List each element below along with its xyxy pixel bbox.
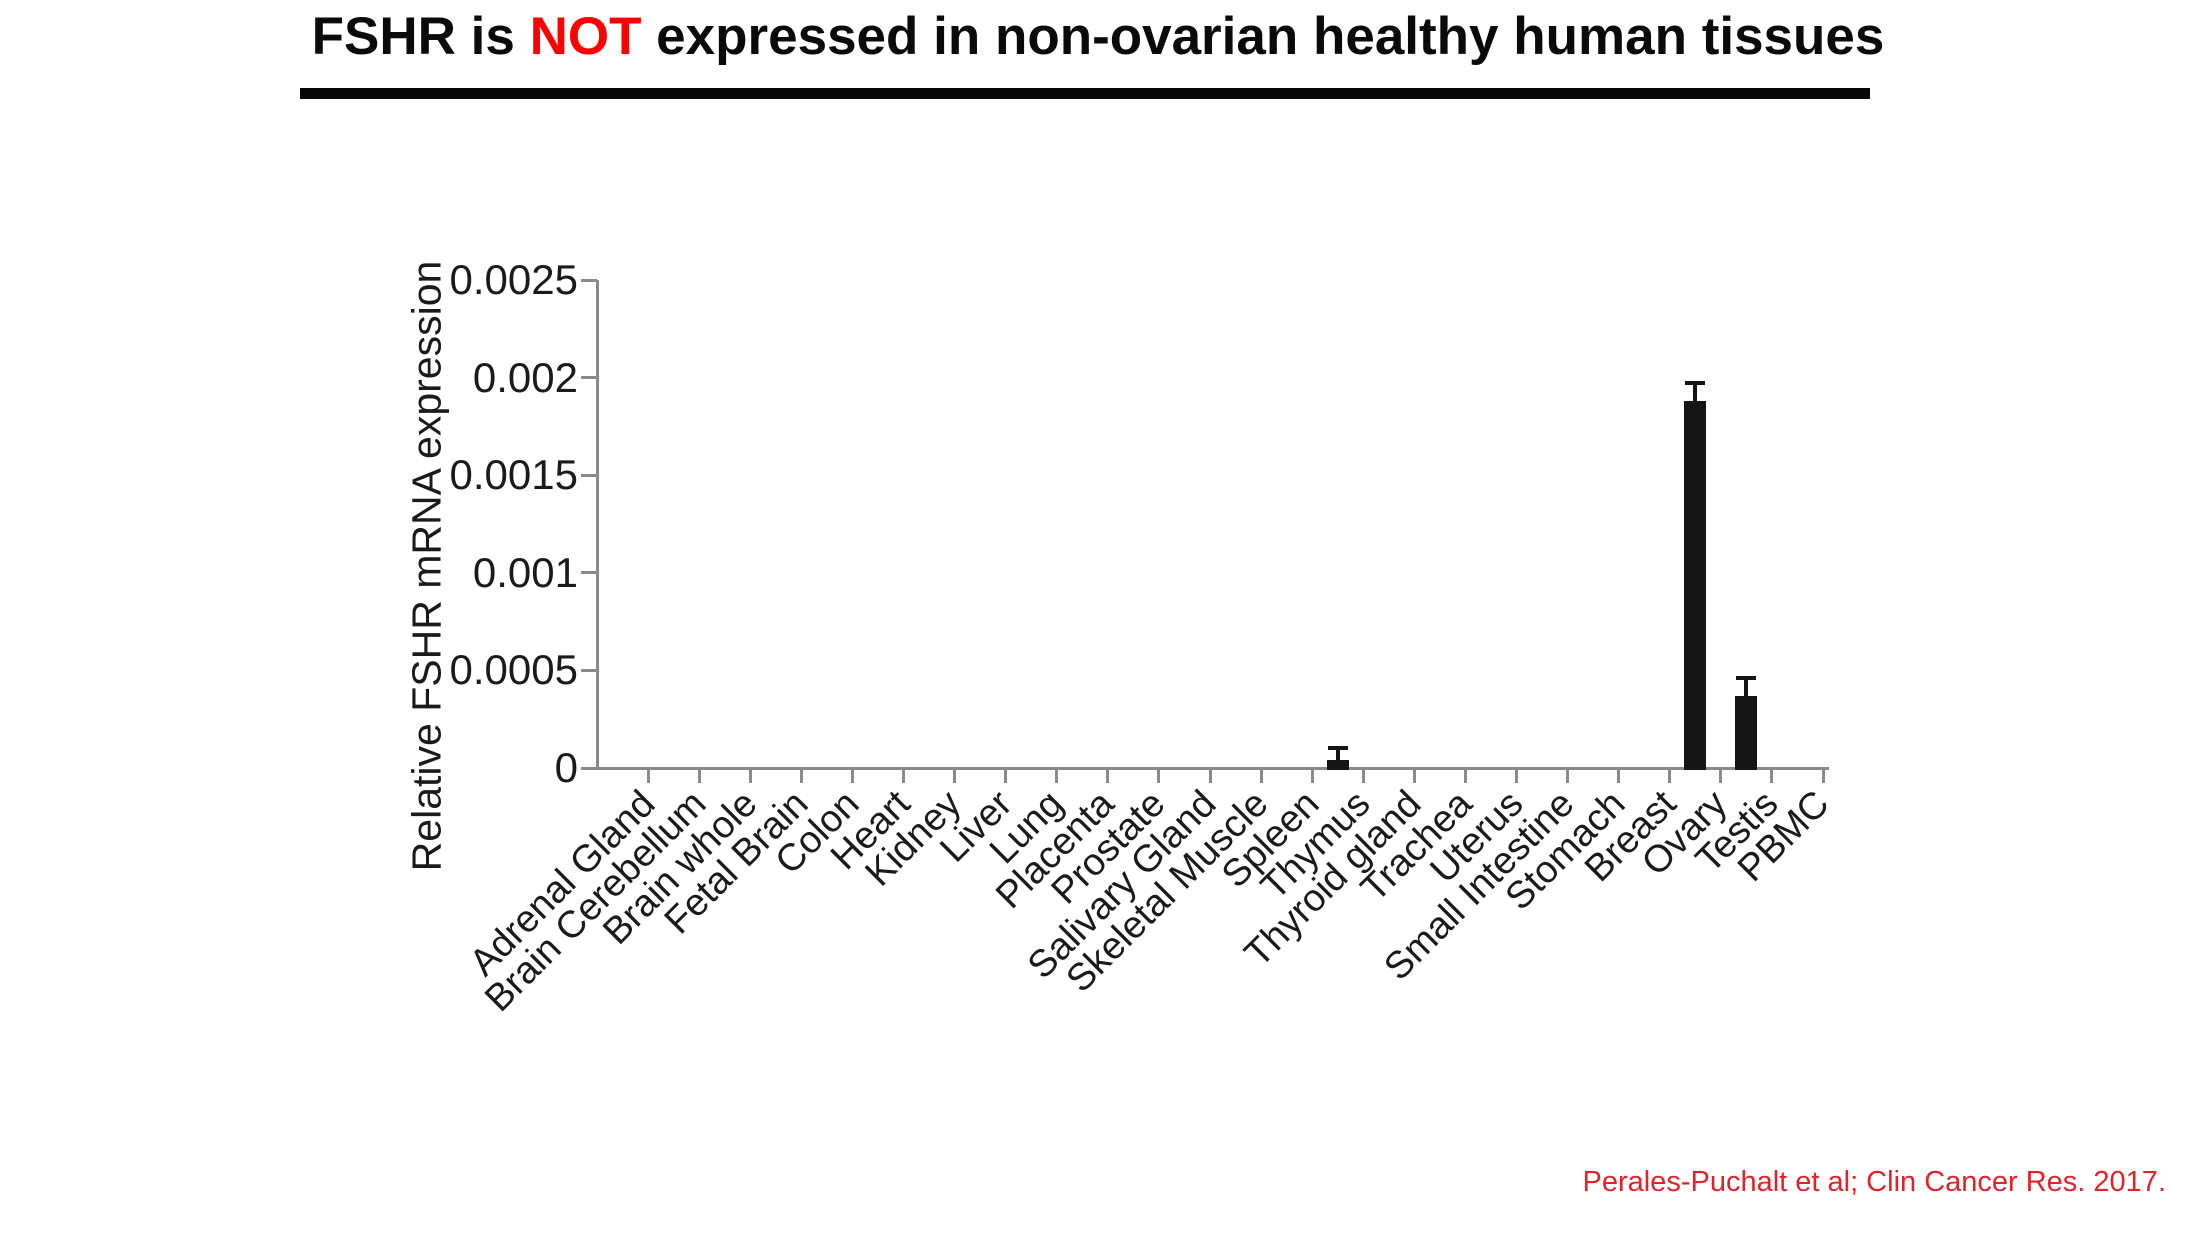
x-tick bbox=[799, 769, 803, 783]
y-tick-label: 0.0025 bbox=[449, 256, 578, 303]
title-text-highlight: NOT bbox=[529, 7, 642, 66]
y-tick-label: 0.0015 bbox=[449, 451, 578, 499]
error-cap-thymus bbox=[1327, 746, 1348, 751]
y-tick-label: 0.001 bbox=[472, 548, 578, 596]
x-tick bbox=[1157, 769, 1161, 783]
x-tick bbox=[1566, 769, 1570, 783]
error-whisker-testis bbox=[1744, 678, 1749, 696]
y-tick bbox=[581, 278, 597, 282]
y-tick bbox=[581, 668, 597, 672]
y-tick-label: 0 bbox=[554, 744, 578, 791]
x-tick bbox=[1412, 769, 1416, 783]
x-tick bbox=[902, 769, 905, 783]
x-tick bbox=[1617, 769, 1621, 783]
x-tick bbox=[1259, 769, 1263, 783]
y-tick-label: 0.002 bbox=[472, 353, 578, 401]
slide-title: FSHR is NOT expressed in non-ovarian hea… bbox=[0, 6, 2196, 67]
x-tick bbox=[748, 769, 752, 783]
x-tick bbox=[697, 769, 701, 783]
error-whisker-thymus bbox=[1335, 748, 1340, 761]
x-tick bbox=[1361, 769, 1365, 783]
x-tick bbox=[1668, 769, 1672, 783]
title-text-pre: FSHR is bbox=[311, 7, 530, 66]
error-cap-ovary bbox=[1685, 381, 1706, 386]
x-tick bbox=[1821, 769, 1825, 783]
bar-testis bbox=[1735, 695, 1758, 770]
y-tick bbox=[581, 376, 597, 380]
x-tick bbox=[1310, 769, 1314, 783]
title-text-post: expressed in non-ovarian healthy human t… bbox=[641, 7, 1885, 66]
x-tick bbox=[953, 769, 957, 783]
x-tick bbox=[1463, 769, 1467, 783]
y-axis-line bbox=[595, 280, 599, 770]
citation-text: Perales-Puchalt et al; Clin Cancer Res. … bbox=[1582, 1166, 2166, 1198]
bar-thymus bbox=[1326, 760, 1349, 770]
x-tick bbox=[1515, 769, 1518, 783]
y-tick bbox=[581, 473, 597, 477]
y-tick-label: 0.0005 bbox=[449, 646, 578, 694]
x-tick bbox=[1770, 769, 1774, 783]
x-tick bbox=[1106, 769, 1110, 783]
error-cap-testis bbox=[1736, 676, 1757, 681]
x-tick bbox=[850, 769, 854, 783]
y-axis-title: Relative FSHR mRNA expression bbox=[403, 260, 450, 872]
x-tick bbox=[1004, 769, 1008, 783]
bar-ovary bbox=[1684, 401, 1707, 770]
error-whisker-ovary bbox=[1693, 383, 1698, 402]
y-tick bbox=[581, 571, 597, 575]
x-tick bbox=[1055, 769, 1059, 783]
x-tick bbox=[646, 769, 650, 783]
x-tick bbox=[1719, 769, 1723, 783]
title-underline bbox=[300, 88, 1870, 99]
x-tick bbox=[1208, 769, 1212, 783]
x-axis-line bbox=[595, 766, 1829, 770]
y-tick bbox=[581, 766, 597, 770]
